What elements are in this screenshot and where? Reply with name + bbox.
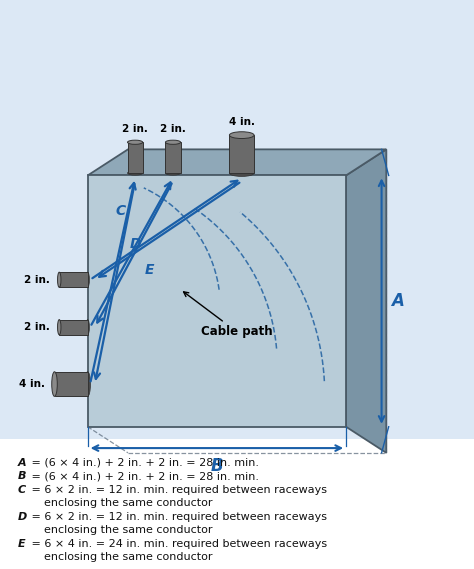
- Ellipse shape: [229, 132, 254, 138]
- Text: 4 in.: 4 in.: [229, 117, 255, 126]
- Ellipse shape: [165, 140, 181, 145]
- Text: 2 in.: 2 in.: [24, 275, 50, 284]
- Ellipse shape: [86, 320, 90, 335]
- Polygon shape: [59, 272, 88, 287]
- Polygon shape: [88, 175, 346, 427]
- Text: = (6 × 4 in.) + 2 in. + 2 in. = 28 in. min.: = (6 × 4 in.) + 2 in. + 2 in. = 28 in. m…: [28, 471, 259, 481]
- Ellipse shape: [57, 320, 61, 335]
- Text: 2 in.: 2 in.: [122, 123, 148, 134]
- Text: E: E: [145, 263, 154, 277]
- Ellipse shape: [229, 170, 254, 176]
- Text: 2 in.: 2 in.: [24, 322, 50, 332]
- Ellipse shape: [128, 140, 143, 145]
- Polygon shape: [229, 135, 254, 173]
- Text: A: A: [18, 457, 27, 468]
- Text: enclosing the same conductor: enclosing the same conductor: [44, 525, 212, 535]
- Ellipse shape: [52, 372, 57, 397]
- Text: enclosing the same conductor: enclosing the same conductor: [44, 498, 212, 508]
- Text: B: B: [18, 471, 27, 481]
- Text: = (6 × 4 in.) + 2 in. + 2 in. = 28 in. min.: = (6 × 4 in.) + 2 in. + 2 in. = 28 in. m…: [28, 457, 259, 468]
- Text: E: E: [18, 539, 26, 549]
- Text: D: D: [18, 512, 27, 522]
- Ellipse shape: [165, 171, 181, 175]
- Polygon shape: [165, 142, 181, 173]
- Text: A: A: [391, 292, 404, 310]
- Text: 2 in.: 2 in.: [160, 123, 186, 134]
- Text: = 6 × 2 in. = 12 in. min. required between raceways: = 6 × 2 in. = 12 in. min. required betwe…: [28, 485, 328, 494]
- Text: C: C: [18, 485, 26, 494]
- Text: = 6 × 4 in. = 24 in. min. required between raceways: = 6 × 4 in. = 24 in. min. required betwe…: [28, 539, 328, 549]
- Ellipse shape: [57, 272, 61, 287]
- Polygon shape: [0, 439, 474, 569]
- Polygon shape: [128, 142, 143, 173]
- Ellipse shape: [85, 372, 91, 397]
- Text: B: B: [210, 456, 223, 475]
- Polygon shape: [55, 372, 88, 397]
- Text: 4 in.: 4 in.: [19, 379, 45, 389]
- Polygon shape: [346, 149, 386, 453]
- Polygon shape: [59, 320, 88, 335]
- Text: = 6 × 2 in. = 12 in. min. required between raceways: = 6 × 2 in. = 12 in. min. required betwe…: [28, 512, 328, 522]
- Text: enclosing the same conductor: enclosing the same conductor: [44, 552, 212, 562]
- Text: C: C: [116, 204, 126, 218]
- Ellipse shape: [128, 171, 143, 175]
- Ellipse shape: [86, 272, 90, 287]
- Text: Cable path: Cable path: [183, 292, 273, 339]
- Polygon shape: [88, 149, 386, 175]
- Text: D: D: [129, 237, 141, 251]
